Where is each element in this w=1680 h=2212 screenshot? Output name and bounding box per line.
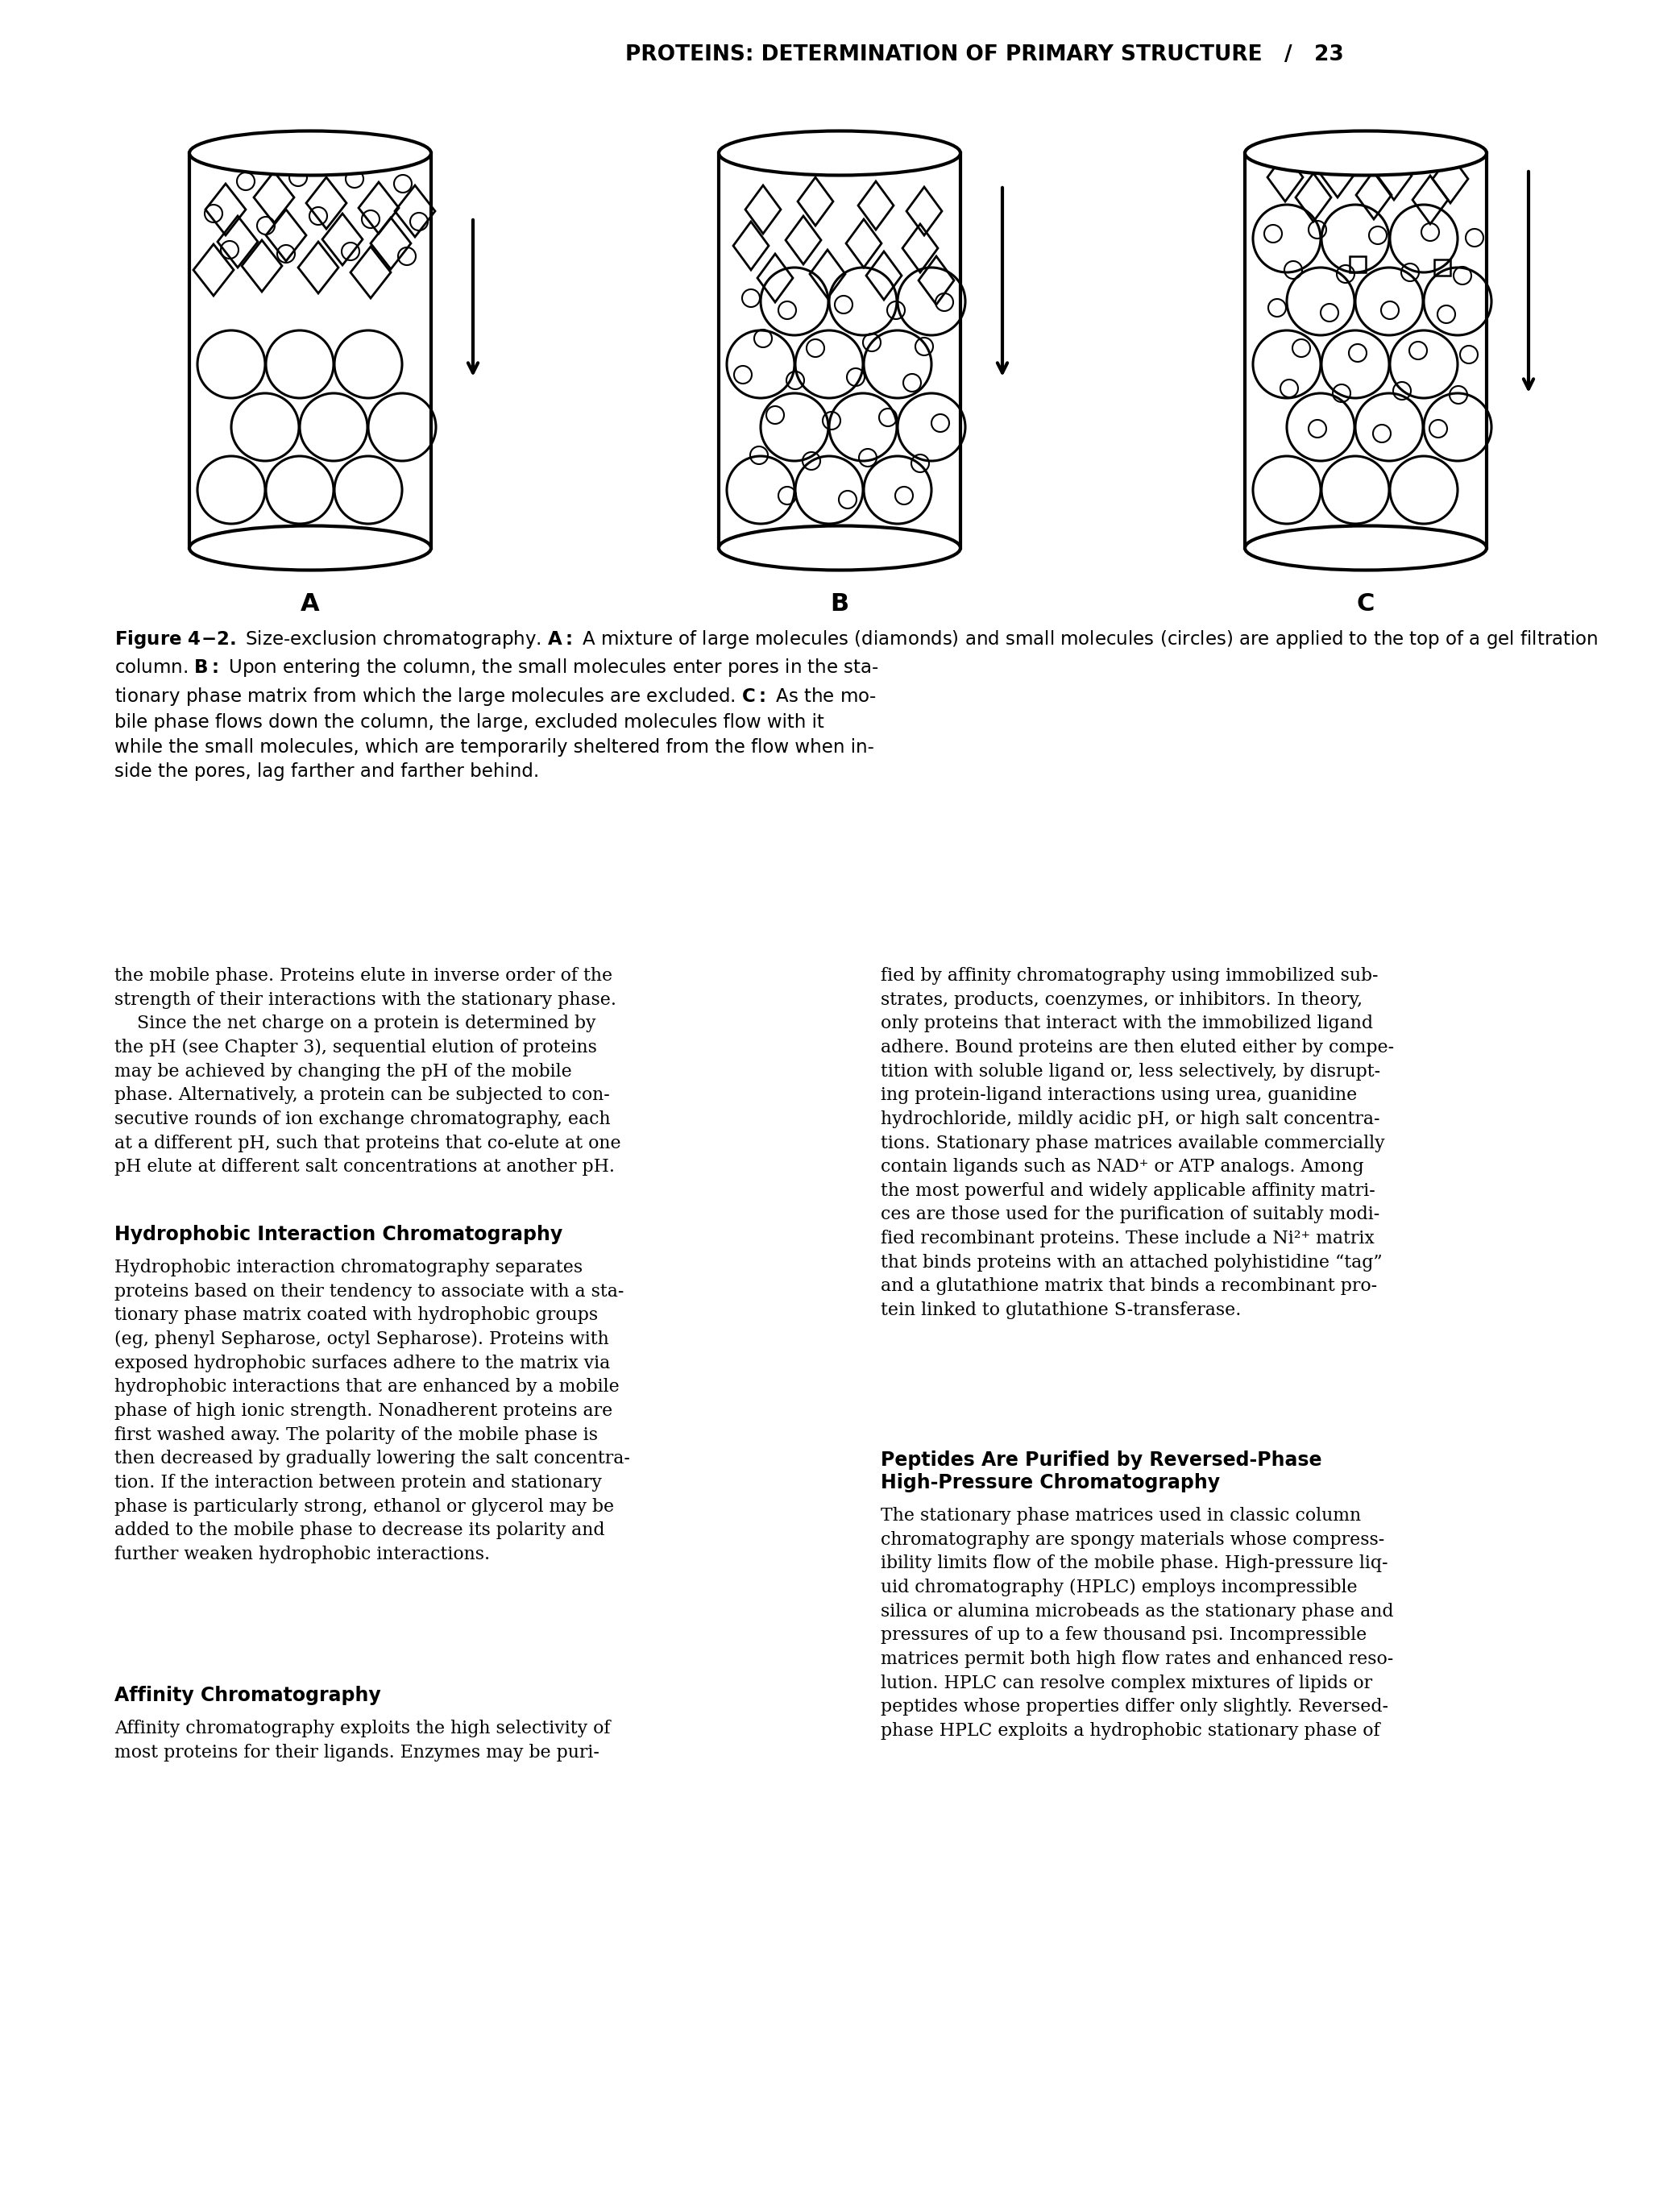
Ellipse shape — [1245, 526, 1487, 571]
Text: A: A — [301, 593, 319, 615]
Text: B: B — [830, 593, 848, 615]
Text: Affinity Chromatography: Affinity Chromatography — [114, 1686, 381, 1705]
Ellipse shape — [719, 131, 961, 175]
Text: $\mathbf{Figure\ 4\!-\!2.}$$\;$Size-exclusion chromatography. $\mathbf{A:}$ A mi: $\mathbf{Figure\ 4\!-\!2.}$$\;$Size-excl… — [114, 628, 1598, 781]
Text: PROTEINS: DETERMINATION OF PRIMARY STRUCTURE   /   23: PROTEINS: DETERMINATION OF PRIMARY STRUC… — [625, 44, 1344, 66]
Text: C: C — [1357, 593, 1374, 615]
Ellipse shape — [719, 526, 961, 571]
Text: the mobile phase. Proteins elute in inverse order of the
strength of their inter: the mobile phase. Proteins elute in inve… — [114, 967, 622, 1177]
Ellipse shape — [1245, 131, 1487, 175]
Bar — [1349, 257, 1366, 272]
Ellipse shape — [190, 526, 432, 571]
Text: Hydrophobic Interaction Chromatography: Hydrophobic Interaction Chromatography — [114, 1225, 563, 1243]
Text: Hydrophobic interaction chromatography separates
proteins based on their tendenc: Hydrophobic interaction chromatography s… — [114, 1259, 630, 1564]
Text: The stationary phase matrices used in classic column
chromatography are spongy m: The stationary phase matrices used in cl… — [880, 1506, 1393, 1741]
Text: Affinity chromatography exploits the high selectivity of
most proteins for their: Affinity chromatography exploits the hig… — [114, 1719, 610, 1761]
Text: Peptides Are Purified by Reversed-Phase
High-Pressure Chromatography: Peptides Are Purified by Reversed-Phase … — [880, 1451, 1322, 1493]
Bar — [1435, 259, 1450, 276]
Text: fied by affinity chromatography using immobilized sub-
strates, products, coenzy: fied by affinity chromatography using im… — [880, 967, 1394, 1318]
Ellipse shape — [190, 131, 432, 175]
